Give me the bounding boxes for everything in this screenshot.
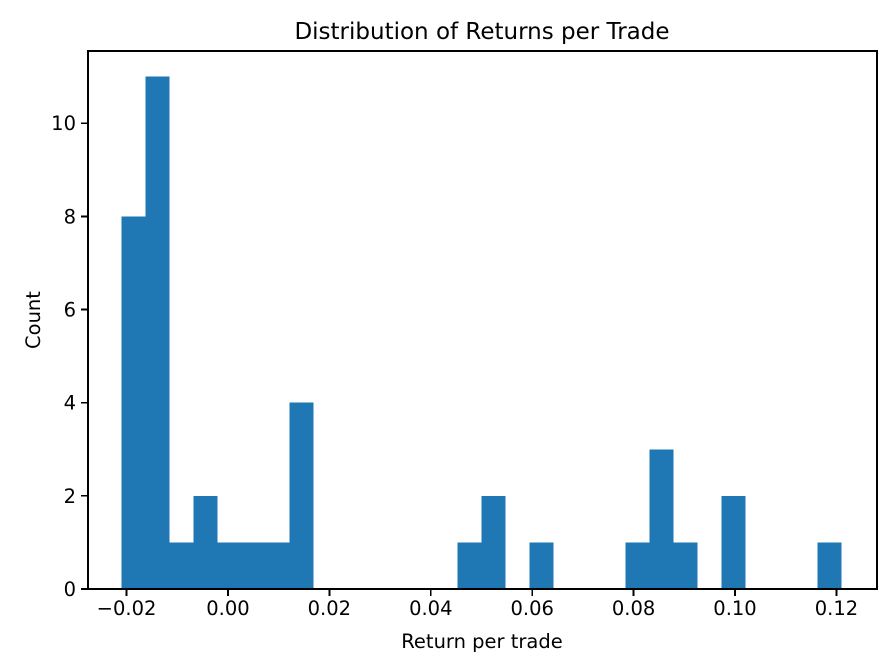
histogram-bar xyxy=(121,216,146,589)
histogram-bar xyxy=(169,542,194,589)
histogram-bar xyxy=(289,402,314,589)
x-axis-label: Return per trade xyxy=(401,630,562,653)
x-tick-label: 0.02 xyxy=(308,597,351,620)
y-tick-label: 10 xyxy=(51,112,76,135)
histogram-bar xyxy=(193,495,218,589)
x-tick-label: 0.00 xyxy=(206,597,249,620)
histogram-bar xyxy=(673,542,698,589)
bars-group xyxy=(121,76,842,590)
x-tick-label: 0.10 xyxy=(713,597,756,620)
histogram-bar xyxy=(649,449,674,589)
histogram-bar xyxy=(625,542,650,589)
histogram-bar xyxy=(217,542,242,589)
plot-frame xyxy=(87,50,878,590)
y-tick-label: 4 xyxy=(64,392,76,415)
histogram-bar xyxy=(481,495,506,589)
histogram-bar xyxy=(721,495,746,589)
x-tick-label: −0.02 xyxy=(97,597,157,620)
histogram-bar xyxy=(265,542,290,589)
x-axis-ticks-group: −0.02 0.00 0.02 0.04 0.06 0.08 0.10 0.12 xyxy=(97,589,858,620)
y-tick-label: 2 xyxy=(64,485,76,508)
y-tick-label: 6 xyxy=(64,299,76,322)
histogram-bar xyxy=(241,542,266,589)
x-tick-label: 0.04 xyxy=(409,597,452,620)
histogram-bar xyxy=(817,542,842,589)
x-tick-label: 0.08 xyxy=(612,597,655,620)
y-axis-label: Count xyxy=(22,291,45,349)
chart-title: Distribution of Returns per Trade xyxy=(294,19,669,45)
y-axis-ticks-group: 0 2 4 6 8 10 xyxy=(51,112,88,601)
x-tick-label: 0.06 xyxy=(510,597,553,620)
y-tick-label: 8 xyxy=(64,205,76,228)
histogram-bar xyxy=(145,76,170,590)
histogram-bar xyxy=(529,542,554,589)
histogram-bar xyxy=(457,542,482,589)
x-tick-label: 0.12 xyxy=(815,597,858,620)
y-tick-label: 0 xyxy=(64,578,76,601)
